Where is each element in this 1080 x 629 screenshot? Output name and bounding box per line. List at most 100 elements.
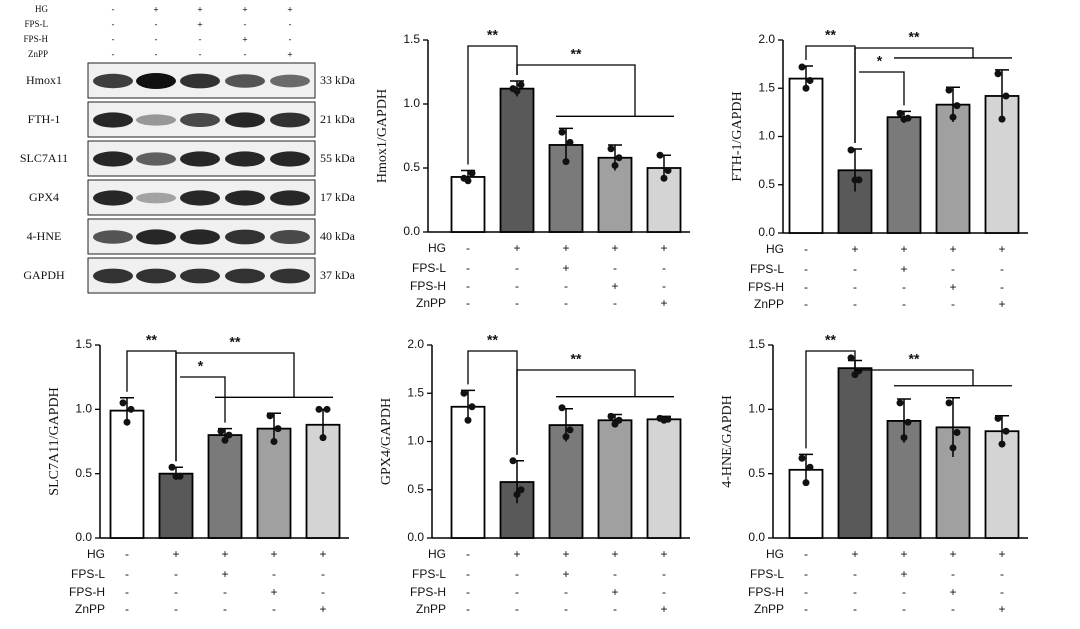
blot-condition-label: HG [35, 4, 48, 14]
condition-sign: - [951, 567, 955, 581]
data-point [217, 427, 225, 435]
condition-sign: + [513, 241, 520, 255]
condition-sign: - [804, 242, 808, 256]
condition-sign: + [949, 280, 956, 294]
data-point [994, 414, 1002, 422]
significance-bracket [516, 64, 674, 117]
data-point [468, 403, 476, 411]
data-point [949, 113, 957, 121]
data-point [509, 457, 517, 465]
condition-sign: + [562, 261, 569, 275]
condition-sign: + [513, 547, 520, 561]
condition-sign: - [564, 602, 568, 616]
blot-band [136, 229, 176, 245]
y-axis-label: FTH-1/GAPDH [730, 91, 745, 181]
condition-sign: - [515, 279, 519, 293]
bar [984, 430, 1020, 539]
blot-size: 33 kDa [320, 73, 356, 87]
significance-bracket [805, 350, 856, 449]
data-point [562, 433, 570, 441]
condition-sign: - [853, 585, 857, 599]
condition-sign: - [466, 567, 470, 581]
condition-sign: - [125, 602, 129, 616]
condition-sign: - [804, 297, 808, 311]
data-point [802, 479, 810, 487]
blot-size: 17 kDa [320, 190, 356, 204]
condition-sign: - [902, 297, 906, 311]
condition-label: FPS-L [750, 262, 784, 276]
condition-sign: + [611, 585, 618, 599]
blot-band [93, 151, 133, 167]
condition-label: FPS-L [71, 567, 105, 581]
y-tick-label: 1.5 [758, 80, 775, 94]
condition-sign: - [804, 262, 808, 276]
significance-bracket [180, 376, 226, 423]
data-point [168, 463, 176, 471]
data-point [896, 399, 904, 407]
bar [646, 418, 682, 539]
data-point [274, 425, 282, 433]
condition-sign: - [515, 585, 519, 599]
blot-band [225, 268, 265, 284]
condition-sign: + [562, 567, 569, 581]
data-point [566, 138, 574, 146]
error-bar [995, 69, 1009, 123]
significance-label: ** [487, 332, 498, 348]
condition-sign: + [660, 296, 667, 310]
data-point [1002, 427, 1010, 435]
condition-sign: - [902, 602, 906, 616]
blot-band [136, 114, 176, 126]
condition-sign: - [951, 297, 955, 311]
condition-sign: - [1000, 567, 1004, 581]
significance-label: * [198, 358, 204, 374]
condition-sign: - [662, 585, 666, 599]
condition-sign: - [662, 279, 666, 293]
bar [935, 103, 971, 234]
y-tick-label: 0.0 [75, 530, 92, 544]
bar [548, 424, 584, 539]
condition-sign: - [662, 261, 666, 275]
y-tick-label: 1.0 [748, 402, 765, 416]
data-point [660, 174, 668, 182]
data-point [566, 426, 574, 434]
blot-band [93, 268, 133, 284]
condition-sign: - [1000, 262, 1004, 276]
data-point [900, 434, 908, 442]
condition-sign: - [515, 567, 519, 581]
blot-band [270, 74, 310, 88]
blot-band [225, 112, 265, 128]
data-point [953, 102, 961, 110]
data-point [468, 169, 476, 177]
data-point [270, 438, 278, 445]
bar [886, 116, 922, 234]
y-tick-label: 1.5 [75, 337, 92, 351]
data-point [123, 418, 131, 426]
y-tick-label: 1.5 [403, 32, 420, 46]
condition-sign: - [804, 567, 808, 581]
blot-sign: + [242, 34, 247, 44]
bar [158, 472, 194, 539]
condition-sign: - [466, 585, 470, 599]
blot-size: 40 kDa [320, 229, 356, 243]
data-point [266, 412, 274, 420]
y-tick-label: 0.5 [75, 466, 92, 480]
bar [499, 87, 535, 233]
condition-sign: + [270, 585, 277, 599]
condition-sign: - [613, 602, 617, 616]
condition-sign: - [466, 261, 470, 275]
data-point [517, 486, 525, 494]
condition-sign: - [951, 262, 955, 276]
data-point [460, 389, 468, 397]
bar [305, 423, 341, 539]
condition-label: HG [766, 242, 784, 256]
condition-sign: + [611, 241, 618, 255]
condition-sign: + [660, 547, 667, 561]
significance-label: ** [230, 334, 241, 350]
condition-sign: + [949, 547, 956, 561]
data-point [855, 176, 863, 184]
condition-sign: + [900, 262, 907, 276]
blot-protein: GAPDH [23, 268, 65, 282]
condition-sign: + [900, 547, 907, 561]
data-point [953, 428, 961, 436]
condition-sign: - [174, 567, 178, 581]
